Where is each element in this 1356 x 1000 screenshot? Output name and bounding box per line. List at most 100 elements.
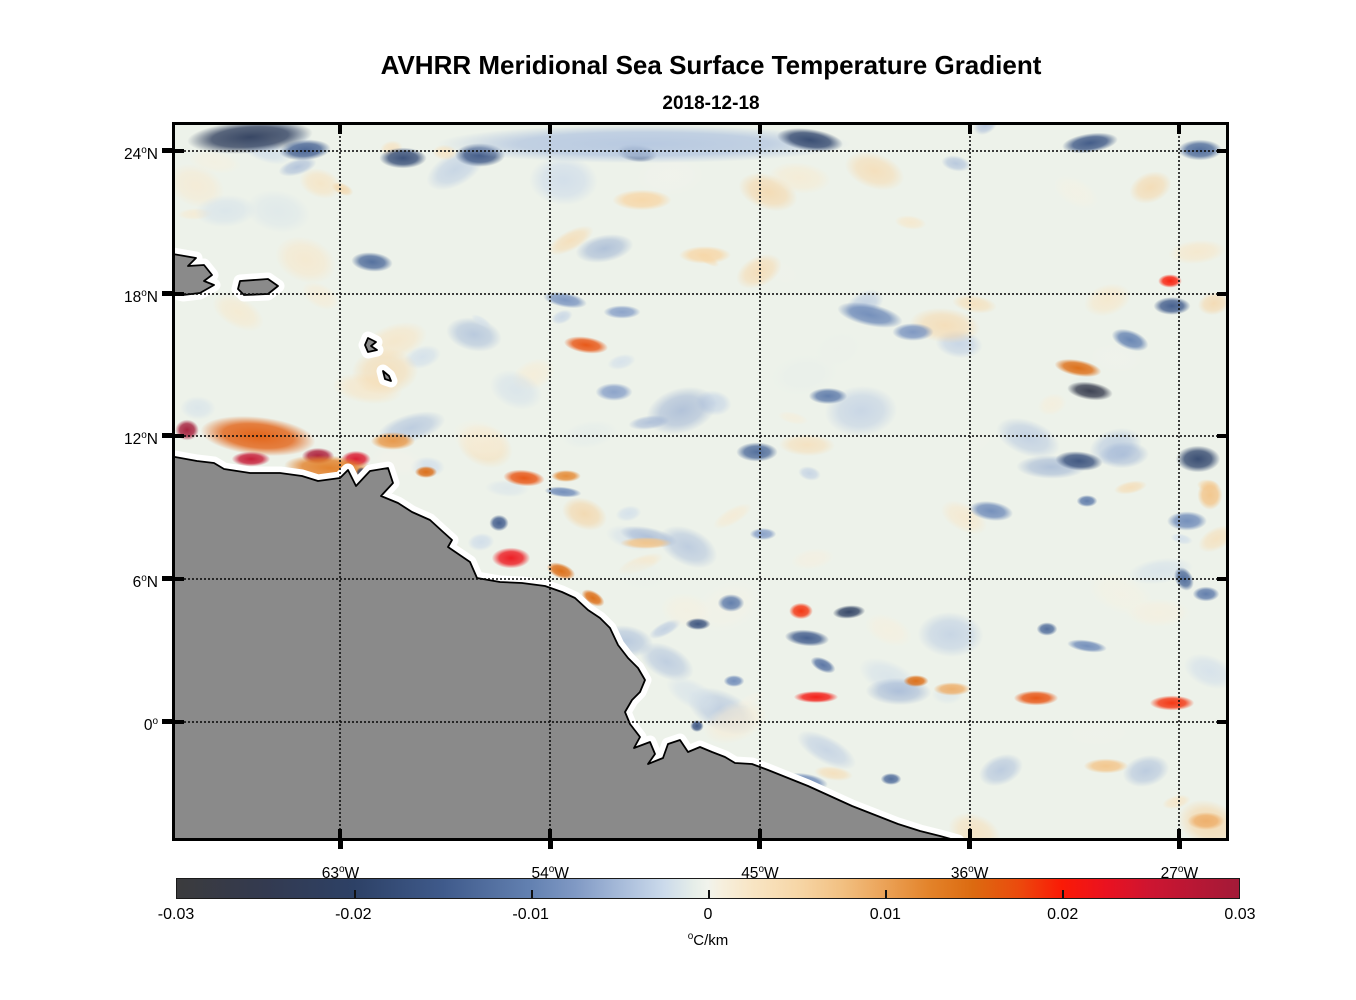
y-tick-mark-left [175,576,184,581]
sst-gradient-feature-blob [597,303,647,322]
sst-gradient-feature-blob [669,243,740,267]
y-tick-mark-outer [162,433,175,439]
sst-gradient-feature-blob [589,380,639,404]
sst-gradient-feature-blob [786,688,847,705]
longitude-gridline [339,125,342,838]
y-axis-tick-label: 6oN [132,572,158,592]
x-tick-mark-bottom [757,829,762,838]
latitude-gridline [175,577,1226,580]
latitude-gridline [175,435,1226,438]
colorbar-tick-label: 0.01 [869,906,901,923]
x-tick-mark-bottom [1177,829,1182,838]
latitude-gridline [175,292,1226,295]
sst-gradient-feature-blob [485,511,512,534]
colorbar-unit-label: oC/km [687,931,729,949]
figure-title: AVHRR Meridional Sea Surface Temperature… [380,50,1042,80]
longitude-gridline [1178,125,1181,838]
sst-gradient-feature-blob [728,438,785,466]
x-tick-mark-bottom [967,829,972,838]
x-tick-mark-outer [337,841,343,849]
colorbar-tick-label: 0 [703,906,713,923]
sst-gradient-feature-blob [784,599,818,622]
landmass-south-america [175,456,951,838]
y-tick-mark-right [1217,291,1226,296]
x-axis-tick-label: 36oW [950,864,989,883]
sst-gradient-feature-blob [680,615,715,632]
sst-gradient-feature-blob [545,467,587,485]
sst-gradient-feature-blob [802,385,855,407]
sst-gradient-feature-blob [927,679,977,698]
colorbar-tick-mark [1062,890,1064,898]
y-tick-mark-right [1217,434,1226,439]
colorbar-tick-mark [885,890,887,898]
x-tick-mark-top [1177,125,1182,134]
colorbar-tick-label: -0.02 [335,906,372,923]
sst-gradient-feature-blob [224,448,278,469]
sst-gradient-feature-blob [1153,271,1187,290]
island [382,370,392,382]
sst-gradient-feature-blob [876,770,905,787]
sst-gradient-feature-blob [411,463,441,481]
latitude-gridline [175,720,1226,723]
island [364,337,378,353]
y-tick-mark-left [175,149,184,154]
sst-gradient-feature-blob [720,672,749,689]
sst-gradient-feature-blob [1188,583,1224,604]
sst-gradient-feature-blob [1167,440,1226,477]
sst-gradient-feature-blob [885,320,941,344]
sst-gradient-feature-blob [745,525,781,543]
x-axis-tick-label: 27oW [1160,864,1199,883]
sst-gradient-feature-blob [611,534,681,552]
colorbar-tick-mark [708,890,710,898]
y-tick-mark-outer [162,148,175,154]
sst-gradient-feature-blob [1073,492,1102,510]
y-tick-mark-left [175,291,184,296]
x-tick-mark-outer [967,841,973,849]
longitude-gridline [968,125,971,838]
colorbar-tick-mark [531,890,533,898]
sst-gradient-feature-blob [362,428,423,453]
colorbar-tick-label: 0.02 [1047,906,1079,923]
x-tick-mark-top [967,125,972,134]
x-tick-mark-top [548,125,553,134]
x-tick-mark-top [338,125,343,134]
x-axis-tick-label: 54oW [531,864,569,883]
sst-gradient-feature-blob [1181,809,1226,833]
figure-date-subtitle: 2018-12-18 [662,93,760,114]
map-plot-area [172,122,1229,841]
colorbar-tick-mark [354,890,356,898]
figure-header: AVHRR Meridional Sea Surface Temperature… [66,50,1356,115]
longitude-gridline [549,125,552,838]
sst-gradient-feature-blob [1147,293,1198,318]
x-tick-mark-outer [757,841,763,849]
land-coastline-layer [175,247,964,838]
y-tick-mark-right [1217,149,1226,154]
sst-gradient-feature-blob [1006,687,1067,708]
x-tick-mark-bottom [548,829,553,838]
y-axis-tick-label: 0o [143,715,158,734]
y-tick-mark-outer [162,575,175,581]
y-axis-tick-label: 18oN [123,287,158,306]
sst-gradient-feature-blob [713,591,749,615]
y-tick-mark-outer [162,290,175,296]
x-tick-mark-bottom [338,829,343,838]
sst-gradient-feature-blob [601,186,683,215]
y-tick-mark-left [175,434,184,439]
y-tick-mark-left [175,719,184,724]
sst-gradient-feature-blob [899,672,934,689]
y-tick-mark-right [1217,719,1226,724]
sst-gradient-feature-blob [1141,692,1202,713]
x-tick-mark-outer [1176,841,1182,849]
colorbar-tick-label: -0.03 [157,906,195,923]
y-axis-tick-label: 24oN [123,145,158,164]
colorbar-tick-label: 0.03 [1224,906,1256,923]
x-tick-mark-top [757,125,762,134]
x-axis-tick-label: 45oW [741,864,779,883]
x-axis-tick-label: 63oW [321,864,360,883]
sst-gradient-feature-blob [484,544,538,573]
x-tick-mark-outer [547,841,553,849]
latitude-gridline [175,150,1226,153]
y-axis-tick-label: 12oN [123,430,158,449]
y-tick-mark-right [1217,576,1226,581]
